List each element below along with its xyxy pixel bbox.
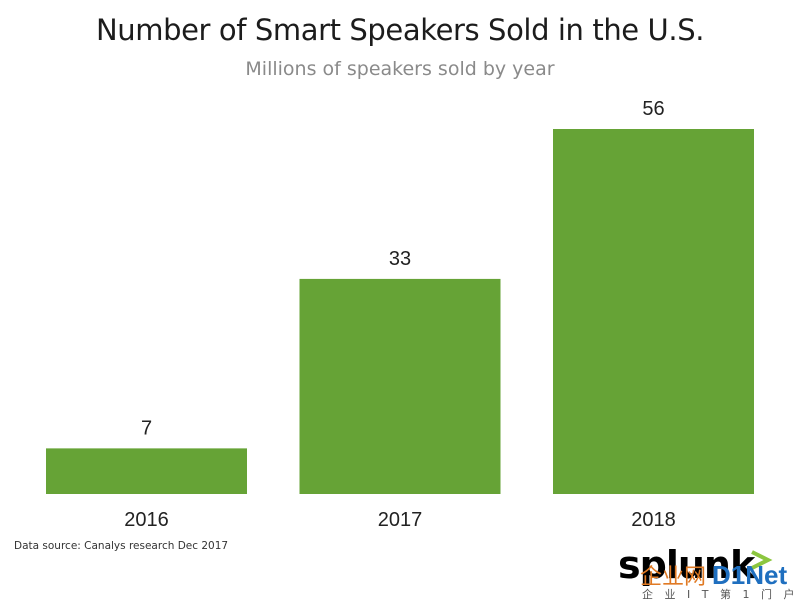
x-tick-2018: 2018 (631, 509, 676, 531)
data-source-note: Data source: Canalys research Dec 2017 (14, 540, 228, 552)
bar-2016 (46, 448, 247, 494)
data-label-2016: 7 (141, 417, 152, 439)
chart-title: Number of Smart Speakers Sold in the U.S… (96, 13, 704, 47)
splunk-chevron-icon (751, 550, 773, 570)
x-axis-tick-labels: 2016 2017 2018 (124, 509, 676, 531)
watermark-subtext: 企 业 I T 第 1 门 户 (642, 587, 798, 601)
x-tick-2016: 2016 (124, 509, 169, 531)
bar-2018 (553, 129, 754, 494)
bar-2017 (299, 278, 501, 494)
chart-subtitle: Millions of speakers sold by year (245, 58, 554, 80)
splunk-logo-text: splunk (618, 543, 756, 587)
watermark-left-text: 企业网 (640, 565, 706, 590)
splunk-logo: splunk (618, 543, 773, 587)
value-labels-group: 7 33 56 (141, 98, 665, 439)
x-tick-2017: 2017 (378, 509, 423, 531)
data-label-2018: 56 (642, 98, 664, 120)
data-label-2017: 33 (389, 248, 411, 270)
bars-group (46, 129, 754, 494)
watermark-net-text: D1Net (712, 560, 787, 590)
d1net-watermark: 企业网 D1Net 企 业 I T 第 1 门 户 (640, 560, 798, 601)
